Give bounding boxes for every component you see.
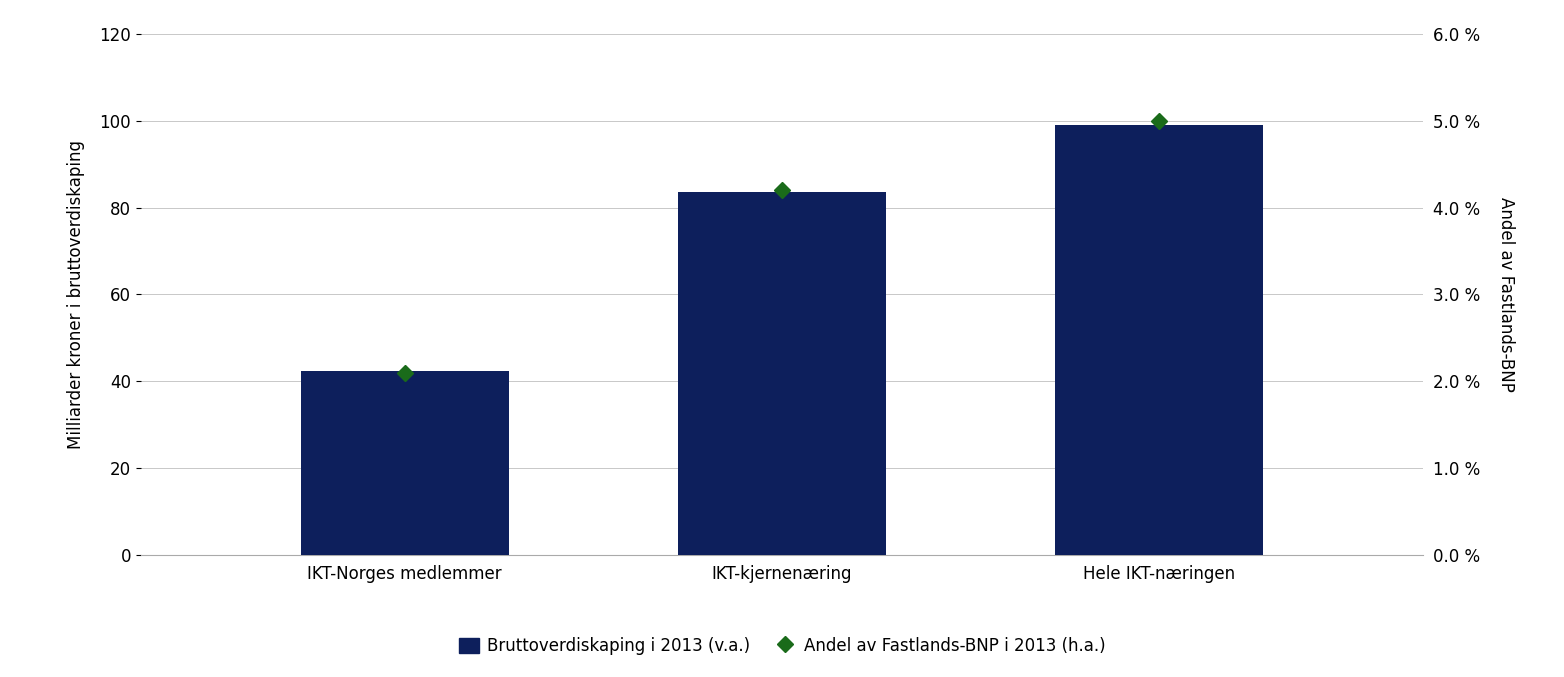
Y-axis label: Milliarder kroner i bruttoverdiskaping: Milliarder kroner i bruttoverdiskaping	[67, 140, 86, 449]
Legend: Bruttoverdiskaping i 2013 (v.a.), Andel av Fastlands-BNP i 2013 (h.a.): Bruttoverdiskaping i 2013 (v.a.), Andel …	[452, 630, 1112, 661]
Y-axis label: Andel av Fastlands-BNP: Andel av Fastlands-BNP	[1497, 197, 1516, 392]
Bar	[679, 192, 885, 555]
Bar	[1056, 125, 1264, 555]
Bar	[300, 370, 508, 555]
